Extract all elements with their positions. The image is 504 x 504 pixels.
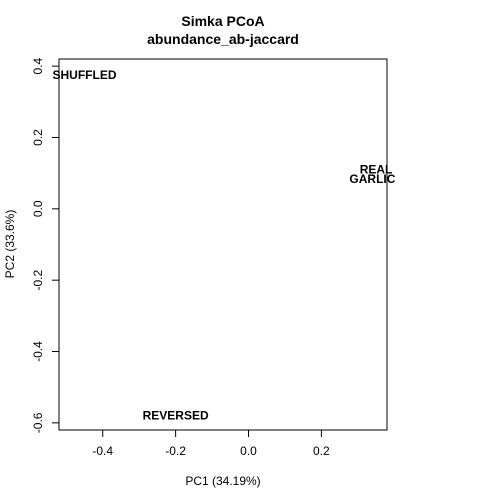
x-tick-label: -0.2 (165, 444, 186, 458)
y-tick-label: 0.2 (31, 129, 45, 146)
point-label-real: REAL (360, 163, 393, 177)
y-tick-label: 0.0 (31, 200, 45, 217)
x-tick-label: 0.2 (313, 444, 330, 458)
point-label-reversed: REVERSED (143, 409, 209, 423)
y-axis-label: PC2 (33.6%) (3, 210, 17, 279)
y-axis: -0.6 -0.4 -0.2 0.0 0.2 0.4 (31, 57, 60, 433)
x-axis: -0.4 -0.2 0.0 0.2 (92, 429, 330, 458)
y-tick-label: -0.6 (31, 412, 45, 433)
y-tick-label: -0.4 (31, 341, 45, 362)
chart-subtitle: abundance_ab-jaccard (147, 31, 299, 47)
y-tick-label: 0.4 (31, 57, 45, 74)
point-label-shuffled: SHUFFLED (53, 68, 117, 82)
plot-frame (58, 58, 388, 431)
point-label-garlic: GARLIC (349, 172, 395, 186)
chart-title: Simka PCoA (181, 13, 264, 29)
x-axis-label: PC1 (34.19%) (185, 474, 260, 488)
x-tick-label: -0.4 (92, 444, 113, 458)
x-tick-label: 0.0 (240, 444, 257, 458)
y-tick-label: -0.2 (31, 270, 45, 291)
